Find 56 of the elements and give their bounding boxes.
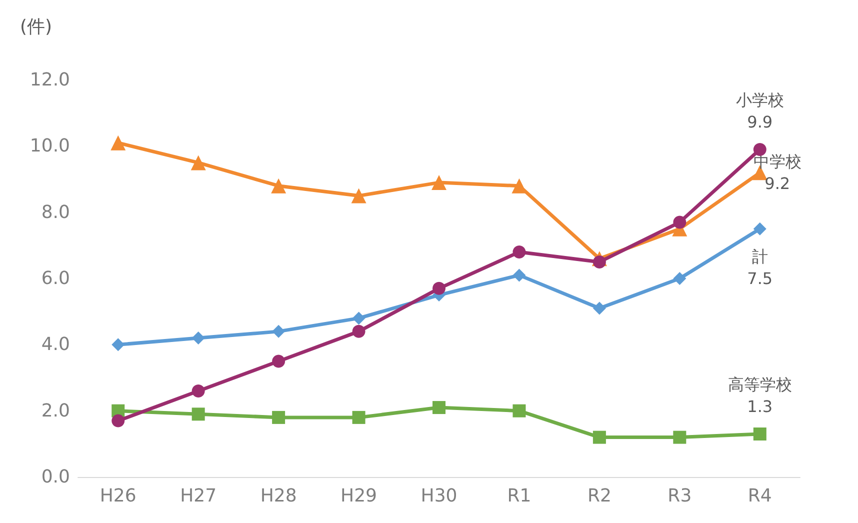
- point: [512, 246, 526, 259]
- text: 小学校: [736, 90, 784, 110]
- data-label: 7.5: [747, 268, 773, 288]
- point: [673, 272, 686, 285]
- y-tick-label: 2.0: [41, 400, 70, 422]
- x-tick-label: R1: [507, 486, 532, 506]
- point: [271, 178, 286, 194]
- point: [352, 410, 366, 424]
- x-tick-label: H28: [260, 486, 297, 506]
- point: [192, 384, 205, 398]
- point: [352, 312, 366, 325]
- point: [190, 155, 206, 170]
- series-label: 中学校: [753, 152, 802, 172]
- point: [673, 430, 686, 444]
- point: [432, 401, 446, 414]
- point: [112, 414, 125, 428]
- point: [592, 430, 606, 444]
- point: [512, 178, 527, 194]
- point: [673, 216, 686, 229]
- y-tick-label: 4.0: [41, 334, 70, 356]
- point: [592, 302, 606, 315]
- y-tick-label: 12.0: [30, 70, 70, 90]
- x-tick-label: H30: [420, 486, 458, 506]
- point: [352, 324, 366, 338]
- point: [192, 332, 205, 345]
- x-tick-label: R3: [668, 486, 692, 506]
- series-label: 計: [752, 246, 768, 266]
- y-tick-label: 0.0: [41, 466, 70, 488]
- data-label: 9.2: [764, 174, 790, 194]
- point: [432, 282, 446, 295]
- data-label: 1.3: [747, 396, 773, 416]
- point: [110, 135, 126, 150]
- y-axis-title: (件): [20, 16, 52, 38]
- point: [512, 268, 526, 282]
- y-tick-label: 6.0: [41, 268, 70, 289]
- point: [753, 222, 766, 236]
- x-tick-label: H27: [180, 486, 217, 506]
- point: [192, 408, 205, 421]
- y-tick-label: 8.0: [41, 202, 70, 223]
- x-tick-label: R2: [587, 486, 612, 506]
- data-label: 9.9: [747, 112, 773, 132]
- point: [592, 255, 606, 268]
- point: [272, 410, 286, 424]
- point: [512, 404, 526, 418]
- point: [432, 175, 446, 190]
- text: 高等学校: [728, 374, 792, 394]
- x-tick-label: H26: [100, 486, 136, 506]
- point: [351, 188, 366, 204]
- x-tick-label: H29: [340, 486, 378, 506]
- x-tick-label: R4: [748, 486, 772, 506]
- y-tick-label: 10.0: [30, 136, 70, 157]
- point: [753, 142, 766, 156]
- point: [272, 354, 286, 368]
- point: [112, 338, 125, 352]
- point: [753, 427, 766, 440]
- point: [272, 324, 286, 338]
